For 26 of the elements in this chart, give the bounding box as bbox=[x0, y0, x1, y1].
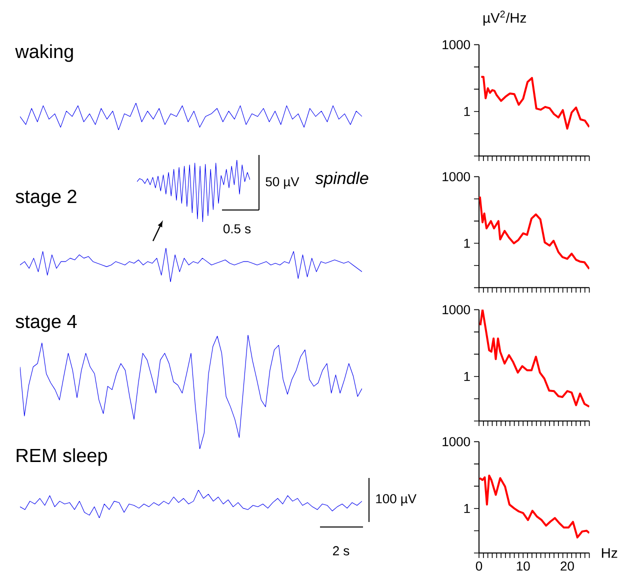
y-tick-label: 1 bbox=[464, 504, 470, 513]
line-series bbox=[479, 310, 590, 408]
y-tick-label: 1000 bbox=[442, 437, 470, 446]
chart-title: REM sleep bbox=[16, 448, 107, 466]
y-tick-label: 1 bbox=[464, 107, 470, 116]
y-tick-label: 1000 bbox=[442, 172, 470, 182]
text: spindle bbox=[315, 172, 368, 188]
chart-title: stage 4 bbox=[16, 314, 77, 332]
x-tick-label: 0 bbox=[476, 562, 482, 571]
line-series bbox=[479, 196, 590, 270]
text: 2 s bbox=[333, 546, 350, 556]
text: 50 µV bbox=[266, 177, 300, 189]
x-tick-label: 10 bbox=[516, 562, 530, 571]
y-tick-label: 1000 bbox=[442, 40, 470, 50]
chart-title: waking bbox=[15, 44, 73, 62]
x-tick-label: 20 bbox=[560, 562, 574, 571]
line-series bbox=[479, 474, 590, 538]
y-tick-label: 1000 bbox=[442, 305, 470, 314]
y-tick-label: 1 bbox=[464, 238, 470, 248]
y-axis-title: µV$^{2}$/Hz bbox=[483, 10, 526, 26]
line-series bbox=[480, 76, 590, 130]
chart-title: stage 2 bbox=[16, 190, 76, 207]
y-tick-label: 1 bbox=[464, 372, 470, 381]
text: 100 µV bbox=[376, 494, 416, 506]
x-axis-title: Hz bbox=[602, 548, 618, 558]
text: 0.5 s bbox=[223, 224, 251, 234]
